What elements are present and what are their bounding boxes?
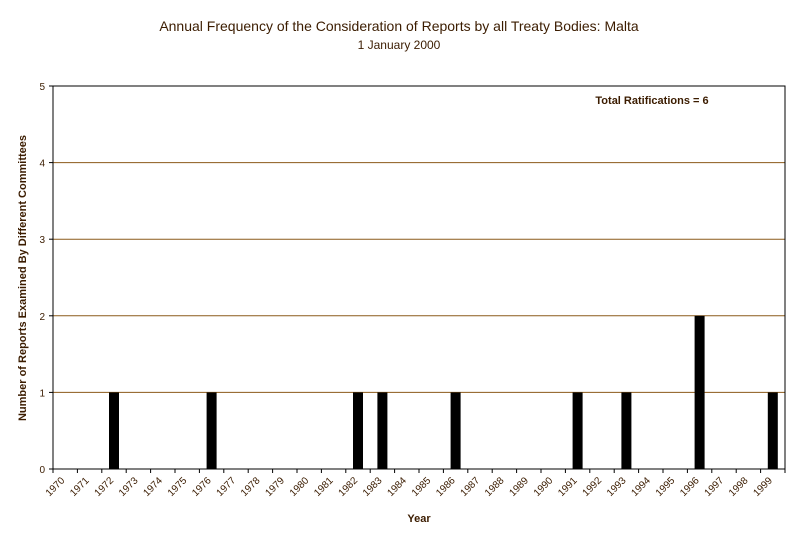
bars [109,315,778,469]
y-tick-label: 3 [39,235,45,246]
x-tick-label: 1975 [166,475,190,499]
x-tick-label: 1980 [288,475,312,499]
x-tick-label: 1981 [312,475,336,499]
bar-1982 [353,392,363,469]
x-tick-labels: 1970 1971 1972 1973 1974 1975 1976 1977 1978 1979… [44,475,775,499]
x-tick-label: 1988 [483,475,507,499]
x-tick-label: 1989 [507,475,531,499]
x-tick-label: 1990 [532,475,556,499]
bar-1983 [377,392,388,469]
bar-1976 [206,392,217,469]
bar-1972 [109,392,119,469]
x-tick-label: 1973 [117,475,141,499]
x-tick-label: 1979 [263,475,287,499]
total-ratifications-note: Total Ratifications = 6 [595,95,708,107]
y-tick-label: 5 [39,82,45,93]
x-tick-label: 1970 [44,475,68,499]
x-tick-label: 1994 [629,475,653,499]
plot-area [52,85,786,470]
x-tick-label: 1972 [93,475,117,499]
x-tick-label: 1996 [678,475,702,499]
y-tick-label: 0 [39,465,45,476]
y-tick-label: 2 [39,312,45,323]
chart-title: Annual Frequency of the Consideration of… [159,18,639,34]
grid-lines [53,85,785,393]
x-tick-label: 1997 [703,475,727,499]
bar-1991 [572,392,583,469]
x-tick-label: 1995 [654,475,678,499]
x-axis-label: Year [407,513,431,525]
bar-1996 [694,315,705,469]
x-tick-label: 1974 [141,475,165,499]
x-tick-label: 1987 [459,475,483,499]
x-tick-label: 1999 [751,475,775,499]
bar-1986 [450,392,461,469]
x-tick-label: 1978 [239,475,263,499]
x-tick-label: 1985 [410,475,434,499]
x-tick-label: 1977 [215,475,239,499]
x-tick-label: 1992 [581,475,605,499]
x-tick-label: 1984 [385,475,409,499]
y-tick-label: 4 [39,159,45,170]
x-tick-label: 1982 [337,475,361,499]
x-tick-label: 1993 [605,475,629,499]
x-tick-label: 1971 [68,475,92,499]
y-axis-label: Number of Reports Examined By Different … [17,135,29,421]
bar-1999 [767,392,778,469]
y-tick-labels: 0 1 2 3 4 5 [39,82,45,476]
x-tick-label: 1976 [190,475,214,499]
x-tick-label: 1983 [361,475,385,499]
x-tick-label: 1986 [434,475,458,499]
axes [49,85,786,473]
bar-1993 [621,392,632,469]
x-tick-label: 1998 [727,475,751,499]
y-tick-label: 1 [39,388,45,399]
chart-subtitle: 1 January 2000 [358,38,441,52]
x-tick-label: 1991 [556,475,580,499]
